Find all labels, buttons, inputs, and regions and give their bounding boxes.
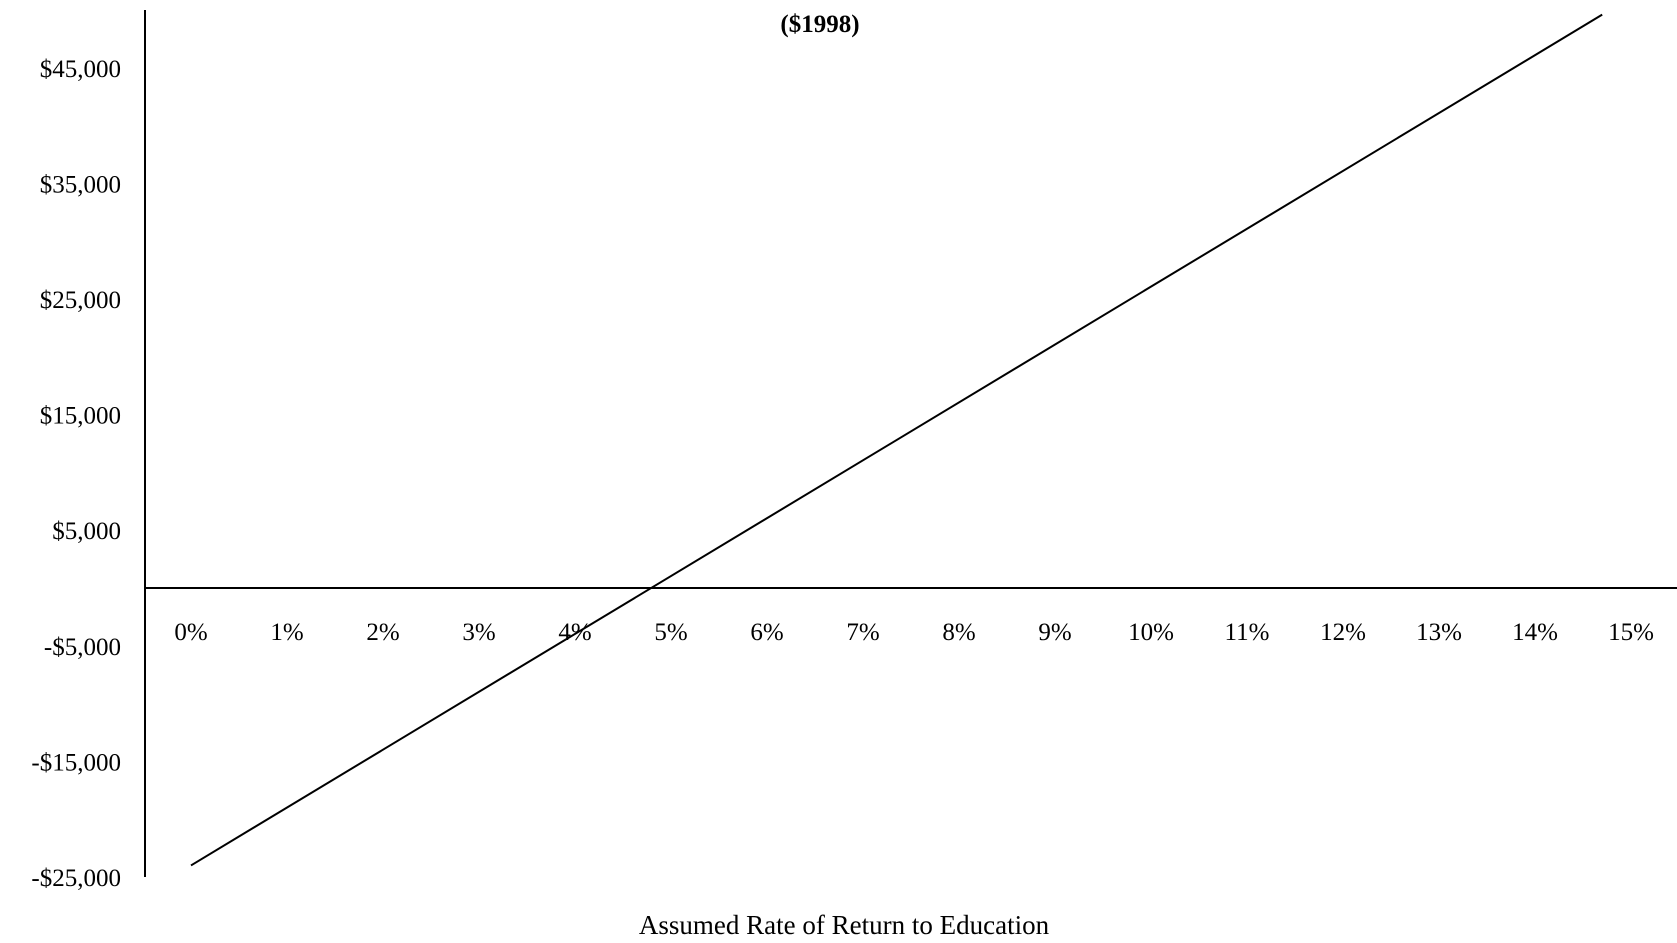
- x-tick-label: 7%: [846, 619, 879, 646]
- y-axis: $45,000 $35,000 $25,000 $15,000 $5,000 -$5,00…: [31, 10, 146, 892]
- x-tick-label: 6%: [750, 619, 783, 646]
- x-tick-label: 1%: [270, 619, 303, 646]
- y-tick-label: $15,000: [40, 403, 121, 430]
- x-tick-label: 12%: [1320, 619, 1366, 646]
- y-tick-label: -$15,000: [31, 749, 121, 776]
- series-group: [190, 13, 1603, 867]
- y-tick-label: -$5,000: [44, 634, 121, 661]
- x-tick-label: 11%: [1225, 619, 1270, 646]
- x-tick-label: 10%: [1128, 619, 1174, 646]
- x-tick-label: 2%: [366, 619, 399, 646]
- x-tick-label: 8%: [942, 619, 975, 646]
- chart-title: ($1998): [780, 11, 859, 38]
- x-axis: 0% 1% 2% 3% 4% 5% 6% 7% 8% 9% 10% 11% 12% 13% 14% 15%: [145, 587, 1677, 646]
- x-tick-label: 9%: [1038, 619, 1071, 646]
- series-line: [190, 13, 1603, 867]
- x-axis-title: Assumed Rate of Return to Education: [639, 910, 1050, 940]
- y-tick-label: $45,000: [40, 56, 121, 83]
- y-tick-label: -$25,000: [31, 865, 121, 892]
- y-tick-label: $25,000: [40, 287, 121, 314]
- x-tick-label: 15%: [1608, 619, 1654, 646]
- x-tick-label: 0%: [174, 619, 207, 646]
- y-tick-label: $35,000: [40, 171, 121, 198]
- x-tick-label: 3%: [462, 619, 495, 646]
- x-tick-label: 13%: [1416, 619, 1462, 646]
- x-tick-label: 5%: [654, 619, 687, 646]
- y-tick-label: $5,000: [52, 518, 121, 545]
- x-tick-label: 14%: [1512, 619, 1558, 646]
